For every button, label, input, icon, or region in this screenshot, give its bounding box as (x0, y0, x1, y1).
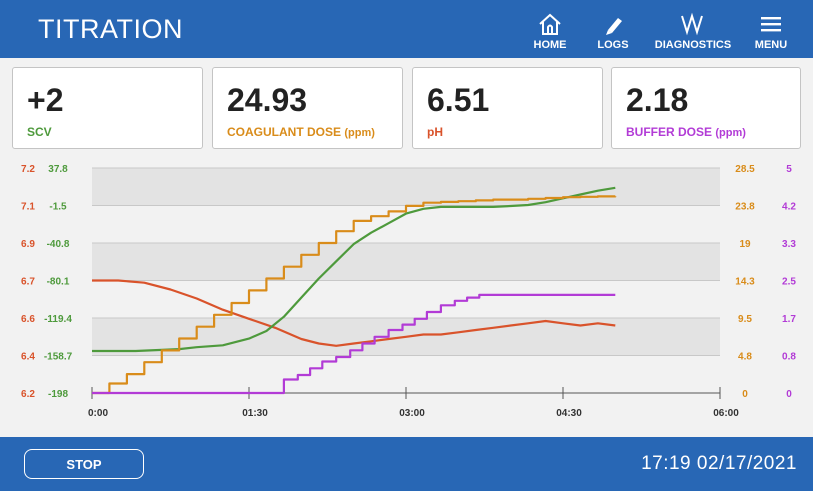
scv-tick-label: -1.5 (49, 202, 67, 213)
scv-tick-label: -198 (48, 389, 68, 400)
home-label: HOME (533, 39, 567, 51)
chart-band (92, 243, 720, 281)
buffer-tick-label: 5 (786, 164, 792, 175)
x-tick-label: 0:00 (88, 408, 108, 419)
coagulant-dose-label: COAGULANT DOSE (ppm) (227, 125, 375, 139)
buffer-dose-label: BUFFER DOSE (ppm) (626, 125, 746, 139)
buffer-tick-label: 1.7 (782, 314, 796, 325)
chart-band (92, 168, 720, 206)
buffer-series-line (92, 293, 616, 395)
coagulant-series-line (92, 195, 617, 395)
ph-tick-label: 6.6 (21, 314, 35, 325)
coagulant-tick-label: 0 (742, 389, 748, 400)
home-icon (539, 13, 561, 35)
menu-button[interactable]: MENU (748, 4, 794, 56)
coagulant-tick-label: 14.3 (735, 277, 755, 288)
chart-band (92, 355, 720, 393)
ph-tick-label: 7.2 (21, 164, 35, 175)
buffer-tick-label: 0 (786, 389, 792, 400)
x-tick-label: 06:00 (713, 408, 739, 419)
ph-value: 6.51 (427, 82, 490, 118)
ph-tick-label: 6.2 (21, 389, 35, 400)
scv-tick-label: 37.8 (48, 164, 68, 175)
scv-tick-label: -119.4 (44, 314, 72, 325)
ph-tick-label: 6.7 (21, 277, 35, 288)
buffer-dose-label-text: BUFFER DOSE (626, 125, 713, 139)
ph-card: 6.51 pH (412, 67, 603, 149)
scv-tick-label: -158.7 (44, 352, 73, 363)
ph-series-line (92, 279, 616, 347)
coagulant-tick-label: 19 (739, 239, 751, 250)
coagulant-dose-unit: (ppm) (344, 127, 375, 139)
datetime-display: 17:19 02/17/2021 (641, 453, 797, 474)
scv-card: +2 SCV (12, 67, 203, 149)
pencil-icon (606, 18, 622, 35)
scv-tick-label: -80.1 (47, 277, 70, 288)
buffer-dose-card: 2.18 BUFFER DOSE (ppm) (611, 67, 801, 149)
scv-label: SCV (27, 125, 52, 139)
ph-label: pH (427, 125, 443, 139)
logs-button[interactable]: LOGS (590, 4, 636, 56)
scv-series-line (92, 186, 616, 353)
coagulant-tick-label: 9.5 (738, 314, 752, 325)
titration-chart: 7.2 7.1 6.9 6.7 6.6 6.4 6.2 37.8 -1.5 -40.8 -80.1 -… (21, 164, 796, 419)
coagulant-dose-label-text: COAGULANT DOSE (227, 125, 341, 139)
home-button[interactable]: HOME (525, 4, 575, 56)
readout-cards: +2 SCV 24.93 COAGULANT DOSE (ppm) 6.51 p… (0, 58, 813, 150)
coagulant-tick-label: 23.8 (735, 202, 755, 213)
buffer-dose-unit: (ppm) (715, 127, 746, 139)
menu-label: MENU (754, 39, 788, 51)
coagulant-tick-label: 4.8 (738, 352, 752, 363)
hamburger-icon (761, 17, 781, 32)
stop-button[interactable]: STOP (24, 449, 144, 479)
diagnostics-button[interactable]: DIAGNOSTICS (646, 4, 740, 56)
waveform-icon (681, 12, 703, 36)
scv-value: +2 (27, 82, 64, 118)
buffer-tick-label: 0.8 (782, 352, 796, 363)
coagulant-dose-card: 24.93 COAGULANT DOSE (ppm) (212, 67, 403, 149)
logs-label: LOGS (597, 39, 629, 51)
page-title: TITRATION (38, 14, 183, 44)
x-tick-label: 04:30 (556, 408, 582, 419)
buffer-tick-label: 4.2 (782, 202, 796, 213)
scv-tick-label: -40.8 (47, 239, 70, 250)
coagulant-tick-label: 28.5 (735, 164, 755, 175)
x-tick-label: 01:30 (242, 408, 268, 419)
x-tick-label: 03:00 (399, 408, 425, 419)
ph-label-text: pH (427, 125, 443, 139)
ph-tick-label: 6.9 (21, 239, 35, 250)
diagnostics-label: DIAGNOSTICS (654, 39, 732, 51)
buffer-tick-label: 3.3 (782, 239, 796, 250)
chart-band (92, 280, 720, 318)
coagulant-dose-value: 24.93 (227, 82, 308, 118)
buffer-dose-value: 2.18 (626, 82, 689, 118)
ph-tick-label: 7.1 (21, 202, 35, 213)
app-header: TITRATION HOME LOGS DIAGNOSTICS MENU (0, 0, 813, 58)
app-footer: STOP 17:19 02/17/2021 (0, 437, 813, 491)
scv-label-text: SCV (27, 125, 52, 139)
ph-tick-label: 6.4 (21, 352, 35, 363)
buffer-tick-label: 2.5 (782, 277, 796, 288)
